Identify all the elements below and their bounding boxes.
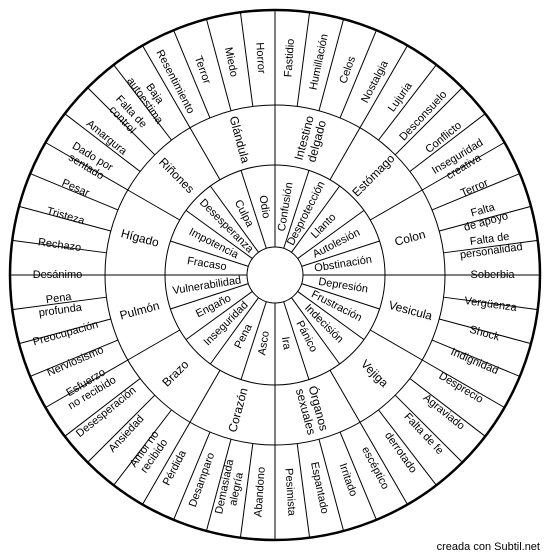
ring-outer-label: Shock bbox=[468, 324, 501, 344]
ring-outer-label: Terror bbox=[459, 177, 490, 200]
ring-middle-label: Glándula bbox=[227, 115, 253, 165]
ring-outer-label: Agraviado bbox=[421, 392, 467, 433]
ring-outer-label: Pesimista bbox=[282, 468, 297, 517]
ring-outer-label: Soberbia bbox=[470, 269, 515, 281]
svg-text:Vesicula: Vesicula bbox=[387, 298, 434, 323]
svg-text:Fastidio: Fastidio bbox=[282, 38, 297, 77]
ring-outer-label: Tristeza bbox=[45, 205, 86, 227]
svg-text:Hígado: Hígado bbox=[119, 226, 160, 250]
ring-inner-label: Llanto bbox=[309, 211, 339, 241]
ring-outer-label: Amor norecibido bbox=[128, 429, 172, 477]
svg-text:Confusión: Confusión bbox=[276, 181, 296, 232]
ring-middle-label: Brazo bbox=[159, 357, 191, 389]
svg-text:Vergüenza: Vergüenza bbox=[464, 295, 519, 314]
ring-middle-label: Corazón bbox=[225, 386, 250, 433]
svg-text:Soberbia: Soberbia bbox=[470, 269, 515, 281]
ring-outer-label: Preocupación bbox=[32, 319, 100, 349]
svg-text:Falta de fe: Falta de fe bbox=[401, 411, 445, 457]
svg-text:Odio: Odio bbox=[257, 194, 272, 219]
ring-outer-label: Irritado bbox=[337, 462, 360, 498]
ring-outer-label: Abandono bbox=[252, 467, 267, 518]
svg-text:Desprecio: Desprecio bbox=[437, 370, 486, 406]
ring-outer-label: Desamparo bbox=[187, 451, 217, 509]
svg-text:Pesimista: Pesimista bbox=[282, 468, 297, 517]
svg-text:Lujuria: Lujuria bbox=[386, 80, 415, 115]
svg-text:Pulmón: Pulmón bbox=[118, 298, 161, 322]
ring-inner-label: Ira bbox=[279, 336, 293, 351]
svg-text:Terror: Terror bbox=[459, 177, 490, 200]
svg-text:derrotado: derrotado bbox=[382, 430, 419, 475]
ring-middle-label: Hígado bbox=[119, 226, 160, 250]
svg-text:Irritado: Irritado bbox=[337, 462, 360, 498]
ring-outer-label: Faltade apoyo bbox=[459, 199, 509, 234]
svg-text:Pesar: Pesar bbox=[60, 177, 91, 200]
ring-inner-label: Depresión bbox=[317, 276, 368, 296]
ring-outer-label: Desánimo bbox=[33, 269, 83, 281]
svg-text:Culpa: Culpa bbox=[232, 198, 256, 230]
emotion-wheel: ConfusiónDesprotecciónLlantoAutolesiónOb… bbox=[0, 0, 550, 550]
svg-text:Riñones: Riñones bbox=[156, 155, 197, 196]
svg-text:Miedo: Miedo bbox=[222, 46, 240, 78]
ring-middle-label: Estómago bbox=[349, 151, 397, 199]
svg-text:Depresión: Depresión bbox=[317, 276, 368, 296]
ring-outer-label: Vergüenza bbox=[464, 295, 519, 314]
ring-inner-label: Asco bbox=[256, 330, 272, 356]
ring-outer-label: Indignidad bbox=[449, 346, 500, 377]
ring-outer-label: Resentimiento bbox=[154, 48, 197, 116]
svg-text:Vulnerabilidad: Vulnerabilidad bbox=[172, 274, 242, 297]
ring-middle-label: Órganossexuales bbox=[293, 383, 332, 436]
ring-outer-label: Falta de fe bbox=[401, 411, 445, 457]
svg-text:Horror: Horror bbox=[253, 42, 267, 74]
svg-text:Asco: Asco bbox=[256, 330, 272, 356]
ring-inner-label: Confusión bbox=[276, 181, 296, 232]
ring-inner-label: Vulnerabilidad bbox=[172, 274, 242, 297]
ring-outer-label: derrotado bbox=[382, 430, 419, 475]
svg-text:Shock: Shock bbox=[468, 324, 501, 344]
ring-middle-label: Pulmón bbox=[118, 298, 161, 322]
ring-outer-label: Demasiadaalegría bbox=[213, 457, 248, 517]
svg-text:Corazón: Corazón bbox=[225, 386, 250, 433]
svg-text:Pánico: Pánico bbox=[293, 319, 319, 354]
svg-text:Desamparo: Desamparo bbox=[187, 451, 217, 509]
svg-text:Preocupación: Preocupación bbox=[32, 319, 100, 349]
ring-inner-label: Culpa bbox=[232, 198, 256, 230]
ring-outer-label: Horror bbox=[253, 42, 267, 74]
ring-middle-label: Riñones bbox=[156, 155, 197, 196]
ring-middle-label: Colon bbox=[393, 227, 427, 249]
svg-text:Llanto: Llanto bbox=[309, 211, 339, 241]
svg-text:Agraviado: Agraviado bbox=[421, 392, 467, 433]
svg-text:Estómago: Estómago bbox=[349, 151, 397, 199]
ring-outer-label: Pesar bbox=[60, 177, 91, 200]
ring-middle-label: Vesicula bbox=[387, 298, 434, 323]
svg-text:Vejiga: Vejiga bbox=[358, 357, 391, 390]
ring-outer-label: Pérdida bbox=[161, 448, 190, 488]
ring-outer-label: Rechazo bbox=[37, 236, 82, 254]
svg-text:Ira: Ira bbox=[279, 336, 293, 351]
ring-middle-label: Vejiga bbox=[358, 357, 391, 390]
ring-outer-label: Desprecio bbox=[437, 370, 486, 406]
svg-text:Colon: Colon bbox=[393, 227, 427, 249]
svg-text:Desánimo: Desánimo bbox=[33, 269, 83, 281]
ring-outer-label: Falta depersonalidad bbox=[458, 229, 524, 261]
svg-text:Rechazo: Rechazo bbox=[37, 236, 82, 254]
ring-inner-label: Pánico bbox=[293, 319, 319, 354]
ring-outer-label: Humillación bbox=[308, 33, 331, 91]
svg-text:Pérdida: Pérdida bbox=[161, 448, 190, 488]
svg-text:Indignidad: Indignidad bbox=[449, 346, 500, 377]
svg-text:Humillación: Humillación bbox=[308, 33, 331, 91]
svg-text:Glándula: Glándula bbox=[227, 115, 253, 165]
svg-text:Tristeza: Tristeza bbox=[45, 205, 86, 227]
ring-outer-label: Penaprofunda bbox=[36, 290, 83, 320]
ring-outer-label: Lujuria bbox=[386, 80, 415, 115]
ring-middle-label: Intestinodelgado bbox=[292, 114, 330, 165]
ring-inner-label: Odio bbox=[257, 194, 272, 219]
svg-text:profunda: profunda bbox=[38, 301, 84, 319]
svg-text:Brazo: Brazo bbox=[159, 357, 191, 389]
svg-text:Resentimiento: Resentimiento bbox=[154, 48, 197, 116]
credit-text: creada con Subtil.net bbox=[437, 541, 540, 553]
svg-text:Abandono: Abandono bbox=[252, 467, 267, 518]
ring-outer-label: Miedo bbox=[222, 46, 240, 78]
ring-outer-label: Fastidio bbox=[282, 38, 297, 77]
